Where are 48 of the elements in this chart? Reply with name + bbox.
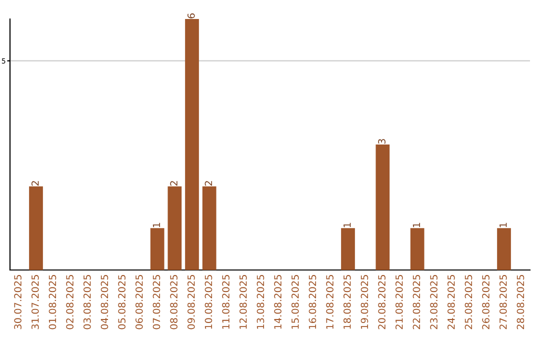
bar	[376, 144, 390, 270]
x-tick-label: 05.08.2025	[118, 275, 126, 330]
data-label: 2	[170, 181, 178, 186]
data-label: 1	[412, 222, 420, 228]
x-tick-label: 28.08.2025	[516, 275, 524, 330]
bar	[410, 228, 424, 270]
x-tick-label: 21.08.2025	[395, 275, 403, 330]
data-label: 1	[344, 222, 351, 228]
x-tick-label: 11.08.2025	[222, 275, 230, 329]
x-tick-label: 12.08.2025	[239, 275, 247, 329]
bar	[497, 228, 511, 270]
x-tick-label: 24.08.2025	[447, 275, 455, 330]
x-tick-label: 15.08.2025	[291, 275, 299, 329]
x-tick-label: 19.08.2025	[360, 275, 368, 329]
x-tick-label: 09.08.2025	[187, 275, 195, 330]
x-tick-label: 06.08.2025	[135, 275, 143, 330]
data-label: 1	[500, 222, 507, 228]
x-tick-label: 07.08.2025	[152, 275, 160, 330]
data-label: 2	[204, 181, 212, 186]
x-tick-label: 30.07.2025	[14, 275, 22, 330]
x-tick-label: 18.08.2025	[343, 275, 351, 329]
x-tick-label: 22.08.2025	[412, 275, 420, 330]
data-label: 2	[31, 181, 39, 186]
x-tick-label: 03.08.2025	[83, 275, 91, 330]
data-label: 6	[187, 13, 195, 18]
x-tick-label: 25.08.2025	[464, 275, 472, 330]
bar	[150, 228, 164, 270]
x-tick-label: 01.08.2025	[48, 275, 56, 330]
bar	[168, 186, 182, 270]
x-tick-label: 02.08.2025	[66, 275, 74, 330]
bar	[341, 228, 355, 270]
x-tick-label: 13.08.2025	[256, 275, 264, 329]
x-tick-label: 16.08.2025	[308, 275, 316, 329]
x-tick-label: 26.08.2025	[482, 275, 490, 330]
x-tick-label: 04.08.2025	[100, 275, 108, 330]
x-tick-label: 20.08.2025	[378, 275, 386, 330]
x-tick-label: 27.08.2025	[499, 275, 507, 330]
x-tick-label: 17.08.2025	[326, 275, 334, 329]
data-label: 1	[152, 222, 160, 228]
data-label: 3	[378, 139, 386, 144]
x-tick-label: 10.08.2025	[204, 275, 212, 329]
x-tick-label: 31.07.2025	[31, 275, 39, 330]
bar	[185, 19, 199, 270]
x-tick-label: 23.08.2025	[430, 275, 438, 330]
x-tick-label: 14.08.2025	[274, 275, 282, 329]
bar	[202, 186, 216, 270]
x-tick-label: 08.08.2025	[170, 275, 178, 330]
bar	[29, 186, 43, 270]
